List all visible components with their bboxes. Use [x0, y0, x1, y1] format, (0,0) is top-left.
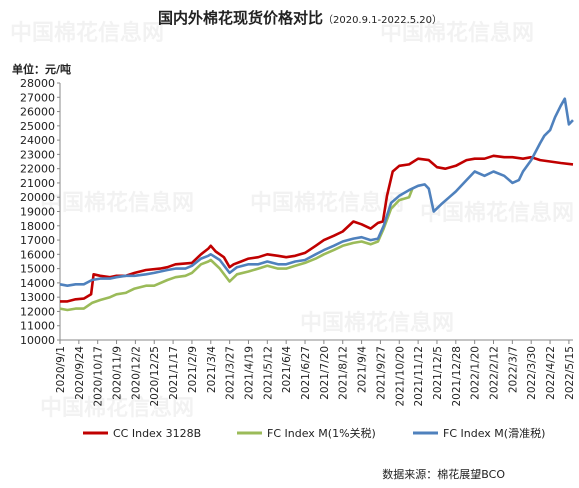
y-tick-label: 10000	[20, 334, 55, 347]
x-tick-label: 2021/8/12	[338, 346, 350, 400]
plot-area	[59, 97, 574, 312]
chart-title-main: 国内外棉花现货价格对比	[158, 9, 323, 27]
x-tick-label: 2021/6/27	[300, 346, 312, 400]
legend-label-1: FC Index M(1%关税)	[267, 426, 376, 440]
y-tick-label: 22000	[20, 163, 55, 176]
x-tick-label: 2021/7/20	[319, 346, 331, 400]
x-tick-label: 2021/12/5	[432, 346, 444, 400]
x-tick-label: 2021/2/9	[187, 346, 199, 393]
x-tick-label: 2021/10/20	[394, 346, 406, 407]
y-tick-label: 28000	[20, 77, 55, 90]
y-tick-label: 25000	[20, 120, 55, 133]
x-tick-label: 2021/3/4	[206, 346, 218, 393]
y-tick-label: 11000	[20, 320, 55, 333]
x-tick-label: 2021/6/4	[281, 346, 293, 393]
y-tick-label: 27000	[20, 91, 55, 104]
x-tick-label: 2022/3/7	[507, 346, 519, 393]
y-tick-label: 12000	[20, 305, 55, 318]
x-axis: 2020/9/1 2020/9/24 2020/10/17 2020/11/9 2020…	[55, 339, 576, 407]
x-tick-label: 2021/4/19	[243, 346, 255, 400]
x-tick-label: 2020/10/17	[93, 346, 105, 407]
x-tick-label: 2020/9/1	[55, 346, 67, 393]
y-tick-label: 21000	[20, 177, 55, 190]
legend: CC Index 3128B FC Index M(1%关税) FC Index M…	[83, 426, 545, 440]
y-tick-label: 15000	[20, 263, 55, 276]
watermark-text-2: 中国棉花信息网	[40, 190, 194, 216]
y-tick-label: 13000	[20, 291, 55, 304]
x-tick-label: 2020/12/2	[130, 346, 142, 400]
watermark-text-1: 中国棉花信息网	[380, 20, 534, 46]
y-tick-label: 14000	[20, 277, 55, 290]
x-tick-label: 2021/9/27	[375, 346, 387, 400]
watermark-text-4: 中国棉花信息网	[300, 310, 454, 336]
watermark-text-5: 中国棉花信息网	[40, 395, 194, 421]
x-tick-label: 2022/1/20	[470, 346, 482, 400]
watermark-text-3: 中国棉花信息网	[250, 190, 404, 216]
y-tick-label: 17000	[20, 234, 55, 247]
series-line-0	[60, 154, 574, 303]
watermark-text-0: 中国棉花信息网	[10, 20, 164, 46]
x-tick-label: 2021/11/12	[413, 346, 425, 407]
x-tick-label: 2020/9/24	[74, 346, 86, 400]
x-tick-label: 2020/11/9	[112, 346, 124, 400]
x-tick-label: 2022/3/30	[526, 346, 538, 400]
x-tick-label: 2020/12/25	[149, 346, 161, 407]
unit-label: 单位：元/吨	[12, 62, 71, 76]
legend-label-0: CC Index 3128B	[113, 427, 201, 440]
legend-label-2: FC Index M(滑准税)	[443, 426, 545, 440]
y-tick-label: 19000	[20, 206, 55, 219]
y-tick-label: 26000	[20, 106, 55, 119]
chart-title: 国内外棉花现货价格对比（2020.9.1-2022.5.20）	[158, 9, 442, 27]
x-tick-label: 2021/9/4	[357, 346, 369, 393]
x-tick-label: 2021/3/27	[225, 346, 237, 400]
series-line-1	[59, 188, 414, 312]
series-line-2	[59, 97, 574, 288]
y-tick-label: 24000	[20, 134, 55, 147]
x-tick-label: 2022/2/12	[489, 346, 501, 400]
y-tick-label: 20000	[20, 191, 55, 204]
watermark-text-6: 中国棉花信息网	[420, 200, 574, 226]
y-tick-label: 16000	[20, 248, 55, 261]
x-tick-label: 2021/12/28	[451, 346, 463, 407]
chart-title-date-range: （2020.9.1-2022.5.20）	[323, 14, 442, 26]
x-tick-label: 2022/4/22	[545, 346, 557, 400]
y-tick-label: 23000	[20, 148, 55, 161]
x-tick-label: 2021/1/17	[168, 346, 180, 400]
x-tick-label: 2022/5/15	[564, 346, 576, 400]
source-note: 数据来源：棉花展望BCO	[382, 467, 505, 481]
y-tick-label: 18000	[20, 220, 55, 233]
x-tick-label: 2021/5/12	[262, 346, 274, 400]
